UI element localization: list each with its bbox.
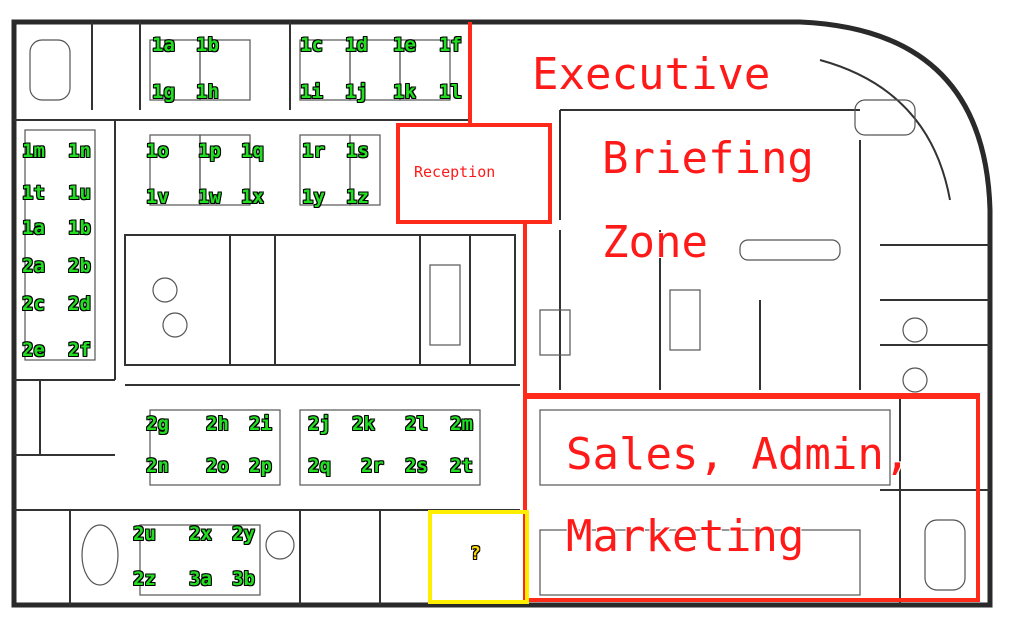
desk-label: 1b [196,34,219,56]
desk-label: 2n [146,455,169,477]
desk-label: 1x [241,186,264,208]
desk-label: 1i [300,81,323,103]
desk-label: 2s [405,455,428,477]
desk-label: 2e [22,339,45,361]
desk-label: 1l [439,81,462,103]
building-outline [11,19,993,608]
desk-label: 2d [68,293,91,315]
desk-label: 1a [152,34,175,56]
desk-label: 1q [241,140,264,162]
desk-label: 1j [345,81,368,103]
desk-label: 2l [405,413,428,435]
desk-label: 1d [345,34,368,56]
desk-label: 1r [302,140,325,162]
desk-label: 1m [22,140,45,162]
sales-zone-line1: Sales, Admin, [566,429,911,480]
desk-label: 2k [352,413,375,435]
desk-label: 1f [439,34,462,56]
executive-zone-line3: Zone [602,217,708,268]
desk-label: 1s [346,140,369,162]
interior-walls [14,22,990,605]
desk-label: 1g [152,81,175,103]
desk-label: 2c [22,293,45,315]
workstations [24,39,966,596]
desk-label: 1c [300,34,323,56]
desk-label: 2q [308,455,331,477]
desk-label: 1n [68,140,91,162]
desk-label: 2z [133,568,156,590]
desk-label: 2t [450,455,473,477]
executive-zone-line1: Executive [532,49,771,100]
desk-label: 1u [68,182,91,204]
desk-label: 2h [206,413,229,435]
desk-label: 2u [133,523,156,545]
desk-label: 2r [361,455,384,477]
desk-label: 1t [22,182,45,204]
desk-label: 2b [68,255,91,277]
desk-label: 2p [249,455,272,477]
desk-label: 2m [450,413,473,435]
desk-label: 1p [198,140,221,162]
executive-zone-line2: Briefing [602,133,814,184]
reception-label: Reception [414,163,496,181]
desk-label: 3a [189,568,212,590]
desk-label: 1b [68,217,91,239]
desk-label: 1y [302,186,325,208]
desk-label: 3b [232,568,255,590]
desk-label: 1z [346,186,369,208]
desk-label: 1e [393,34,416,56]
desk-label: 1o [146,140,169,162]
desk-label: 1a [22,217,45,239]
desk-label: 2o [206,455,229,477]
desk-label: 2a [22,255,45,277]
desk-label: 2i [249,413,272,435]
desk-label: 1v [146,186,169,208]
unknown-area-label: ? [470,543,481,564]
zone-outlines [396,22,980,604]
desk-label: 2g [146,413,169,435]
desk-label: 1w [198,186,221,208]
desk-label: 1h [196,81,219,103]
desk-label: 2y [232,523,255,545]
sales-zone-line2: Marketing [566,511,805,562]
desk-label: 2f [68,339,91,361]
desk-label: 2j [308,413,331,435]
desk-label: 2x [189,523,212,545]
desk-label: 1k [393,81,416,103]
